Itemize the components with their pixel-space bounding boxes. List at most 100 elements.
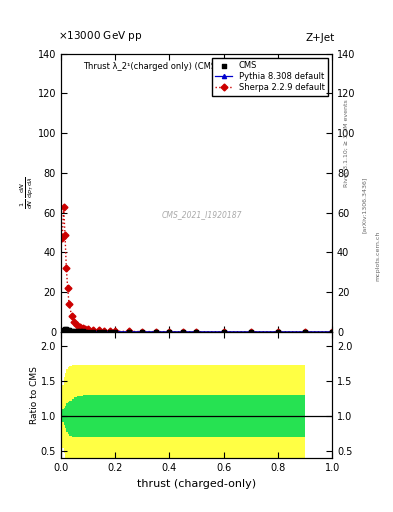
Pythia 8.308 default (61, 327, 66, 333)
Sherpa 2.2.9 default (102, 328, 107, 334)
CMS (166, 328, 173, 336)
Pythia 8.308 default (62, 326, 67, 332)
Sherpa 2.2.9 default (167, 329, 172, 335)
Pythia 8.308 default (153, 329, 158, 335)
Text: CMS_2021_I1920187: CMS_2021_I1920187 (162, 210, 242, 220)
CMS (62, 325, 68, 333)
Text: [arXiv:1306.3436]: [arXiv:1306.3436] (362, 177, 367, 233)
Sherpa 2.2.9 default (113, 328, 118, 334)
Sherpa 2.2.9 default (126, 328, 131, 334)
Text: mcplots.cern.ch: mcplots.cern.ch (375, 231, 380, 281)
CMS (329, 328, 335, 336)
Legend: CMS, Pythia 8.308 default, Sherpa 2.2.9 default: CMS, Pythia 8.308 default, Sherpa 2.2.9 … (212, 58, 328, 96)
Pythia 8.308 default (330, 329, 334, 335)
Sherpa 2.2.9 default (83, 326, 88, 332)
Sherpa 2.2.9 default (303, 329, 307, 335)
Pythia 8.308 default (248, 329, 253, 335)
CMS (64, 326, 71, 334)
CMS (82, 328, 88, 336)
Sherpa 2.2.9 default (221, 329, 226, 335)
Sherpa 2.2.9 default (61, 204, 66, 210)
Sherpa 2.2.9 default (75, 322, 79, 328)
CMS (74, 327, 80, 335)
Pythia 8.308 default (126, 329, 131, 335)
Line: Sherpa 2.2.9 default: Sherpa 2.2.9 default (60, 204, 334, 334)
Sherpa 2.2.9 default (107, 328, 112, 334)
Sherpa 2.2.9 default (97, 327, 101, 333)
CMS (180, 328, 186, 336)
Pythia 8.308 default (60, 328, 64, 334)
Pythia 8.308 default (194, 329, 199, 335)
Pythia 8.308 default (303, 329, 307, 335)
Pythia 8.308 default (221, 329, 226, 335)
Pythia 8.308 default (275, 329, 280, 335)
Pythia 8.308 default (70, 328, 74, 334)
CMS (112, 328, 118, 336)
CMS (66, 326, 72, 334)
CMS (125, 328, 132, 336)
CMS (69, 327, 75, 335)
Text: Z+Jet: Z+Jet (305, 33, 335, 42)
CMS (220, 328, 227, 336)
Y-axis label: Ratio to CMS: Ratio to CMS (30, 366, 39, 424)
Sherpa 2.2.9 default (275, 329, 280, 335)
Sherpa 2.2.9 default (194, 329, 199, 335)
CMS (139, 328, 145, 336)
Pythia 8.308 default (91, 329, 96, 335)
Sherpa 2.2.9 default (77, 324, 82, 330)
CMS (96, 328, 102, 336)
Pythia 8.308 default (97, 329, 101, 335)
Pythia 8.308 default (75, 328, 79, 334)
CMS (90, 328, 97, 336)
Pythia 8.308 default (65, 327, 70, 333)
Sherpa 2.2.9 default (140, 329, 145, 335)
CMS (72, 327, 78, 335)
Sherpa 2.2.9 default (65, 285, 70, 291)
Sherpa 2.2.9 default (60, 236, 64, 242)
Pythia 8.308 default (77, 328, 82, 334)
Text: Thrust λ_2¹(charged only) (CMS jet substructure): Thrust λ_2¹(charged only) (CMS jet subst… (83, 62, 288, 71)
Sherpa 2.2.9 default (62, 231, 67, 238)
Sherpa 2.2.9 default (72, 319, 77, 325)
CMS (59, 327, 65, 335)
Sherpa 2.2.9 default (67, 301, 72, 307)
CMS (63, 325, 70, 333)
CMS (152, 328, 159, 336)
Pythia 8.308 default (67, 327, 72, 333)
Pythia 8.308 default (83, 329, 88, 335)
Pythia 8.308 default (140, 329, 145, 335)
Sherpa 2.2.9 default (80, 325, 85, 331)
CMS (193, 328, 200, 336)
Sherpa 2.2.9 default (70, 313, 74, 319)
Pythia 8.308 default (107, 329, 112, 335)
Pythia 8.308 default (80, 328, 85, 334)
CMS (275, 328, 281, 336)
CMS (85, 328, 91, 336)
Text: $\times$13000 GeV pp: $\times$13000 GeV pp (58, 29, 143, 42)
Sherpa 2.2.9 default (181, 329, 185, 335)
Sherpa 2.2.9 default (330, 329, 334, 335)
CMS (248, 328, 254, 336)
Sherpa 2.2.9 default (248, 329, 253, 335)
Line: Pythia 8.308 default: Pythia 8.308 default (60, 327, 334, 334)
Pythia 8.308 default (113, 329, 118, 335)
Pythia 8.308 default (181, 329, 185, 335)
CMS (101, 328, 107, 336)
Pythia 8.308 default (167, 329, 172, 335)
Sherpa 2.2.9 default (64, 265, 69, 271)
CMS (302, 328, 308, 336)
CMS (61, 326, 67, 334)
CMS (77, 327, 83, 335)
CMS (79, 327, 86, 335)
Pythia 8.308 default (86, 329, 90, 335)
Sherpa 2.2.9 default (91, 327, 96, 333)
Pythia 8.308 default (64, 326, 69, 332)
Text: Rivet 3.1.10; ≥ 3.2M events: Rivet 3.1.10; ≥ 3.2M events (344, 99, 349, 187)
Sherpa 2.2.9 default (153, 329, 158, 335)
Pythia 8.308 default (72, 328, 77, 334)
Sherpa 2.2.9 default (86, 326, 90, 332)
X-axis label: thrust (charged-only): thrust (charged-only) (137, 479, 256, 488)
CMS (107, 328, 113, 336)
Y-axis label: $\frac{1}{\mathrm{d}N}\,\frac{\mathrm{d}N}{\mathrm{d}p_T\,\mathrm{d}\lambda}$: $\frac{1}{\mathrm{d}N}\,\frac{\mathrm{d}… (19, 176, 36, 209)
Pythia 8.308 default (102, 329, 107, 335)
